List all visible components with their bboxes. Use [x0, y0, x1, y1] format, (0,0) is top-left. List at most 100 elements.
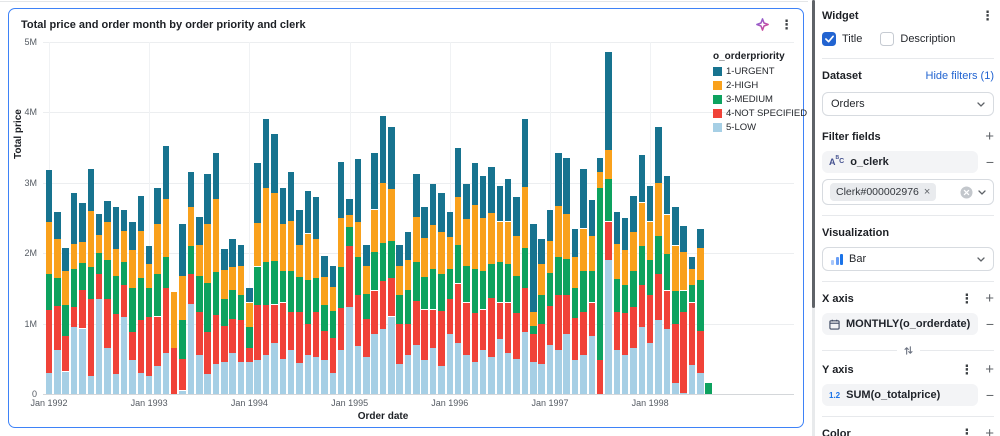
bar-segment[interactable] [154, 316, 161, 366]
bar-segment[interactable] [379, 115, 387, 183]
bar-segment[interactable] [304, 355, 312, 394]
bar-segment[interactable] [454, 196, 462, 245]
bar-segment[interactable] [688, 364, 696, 394]
bar-segment[interactable] [630, 232, 637, 271]
bar-segment[interactable] [396, 364, 403, 394]
bar-segment[interactable] [196, 216, 203, 245]
bar-segment[interactable] [112, 206, 120, 249]
bar-segment[interactable] [404, 323, 412, 356]
bar-segment[interactable] [388, 277, 395, 317]
bar-segment[interactable] [129, 221, 136, 250]
bar-segment[interactable] [104, 260, 111, 299]
bar-segment[interactable] [204, 282, 211, 333]
bar-segment[interactable] [221, 270, 228, 299]
bar-segment[interactable] [154, 274, 161, 317]
bar-segment[interactable] [287, 350, 295, 394]
bar-segment[interactable] [421, 360, 428, 394]
widget-section-menu-icon[interactable]: ⋮ [981, 8, 994, 23]
bar-segment[interactable] [145, 263, 153, 289]
bar-segment[interactable] [488, 357, 495, 394]
bar-segment[interactable] [271, 193, 278, 261]
bar-segment[interactable] [104, 348, 111, 394]
bar-segment[interactable] [204, 332, 211, 375]
bar-segment[interactable] [646, 221, 654, 261]
bar-segment[interactable] [621, 284, 629, 314]
bar-segment[interactable] [663, 253, 671, 291]
bar-segment[interactable] [254, 163, 261, 223]
visualization-select[interactable]: Bar [822, 247, 994, 271]
bar-segment[interactable] [196, 244, 203, 277]
bar-segment[interactable] [697, 280, 704, 331]
bar-segment[interactable] [438, 365, 445, 394]
bar-segment[interactable] [555, 256, 562, 296]
legend-item[interactable]: 4-NOT SPECIFIED [713, 108, 807, 119]
bar-segment[interactable] [296, 277, 303, 313]
bar-segment[interactable] [279, 188, 287, 224]
bar-segment[interactable] [371, 290, 378, 335]
remove-x-axis-field-icon[interactable]: − [985, 316, 994, 332]
bar-segment[interactable] [62, 248, 69, 271]
bar-segment[interactable] [354, 256, 362, 296]
bar-segment[interactable] [513, 196, 520, 236]
bar-segment[interactable] [513, 235, 520, 277]
bar-segment[interactable] [337, 308, 345, 351]
bar-segment[interactable] [388, 126, 395, 189]
bar-segment[interactable] [613, 212, 621, 245]
bar-segment[interactable] [129, 332, 136, 361]
bar-segment[interactable] [120, 230, 128, 263]
bar-segment[interactable] [54, 277, 61, 306]
bar-segment[interactable] [279, 358, 287, 394]
bar-segment[interactable] [646, 343, 654, 394]
bar-segment[interactable] [45, 222, 53, 275]
bar-segment[interactable] [196, 311, 203, 356]
bar-segment[interactable] [530, 223, 537, 312]
bar-segment[interactable] [438, 193, 445, 233]
bar-segment[interactable] [337, 267, 345, 309]
bar-segment[interactable] [187, 274, 195, 304]
bar-segment[interactable] [70, 244, 78, 269]
bar-segment[interactable] [605, 260, 612, 394]
bar-segment[interactable] [54, 350, 61, 394]
bar-segment[interactable] [697, 228, 704, 249]
bar-segment[interactable] [613, 311, 621, 351]
bar-segment[interactable] [571, 288, 579, 318]
bar-segment[interactable] [555, 295, 562, 351]
bar-segment[interactable] [262, 304, 270, 356]
bar-segment[interactable] [672, 323, 679, 384]
bar-segment[interactable] [79, 203, 86, 242]
bar-segment[interactable] [463, 219, 470, 266]
x-axis-menu-icon[interactable]: ⋮ [960, 291, 974, 306]
bar-segment[interactable] [221, 299, 228, 326]
bar-segment[interactable] [170, 348, 178, 394]
bar-segment[interactable] [346, 307, 353, 394]
bar-segment[interactable] [605, 179, 612, 222]
widget-menu-icon[interactable]: ⋮ [780, 16, 793, 32]
bar-segment[interactable] [429, 184, 437, 225]
bar-segment[interactable] [287, 171, 295, 221]
bar-segment[interactable] [221, 325, 228, 363]
bar-segment[interactable] [429, 348, 437, 394]
bar-segment[interactable] [413, 262, 420, 302]
bar-segment[interactable] [104, 222, 111, 261]
bar-segment[interactable] [137, 277, 145, 320]
bar-segment[interactable] [87, 376, 95, 394]
bar-segment[interactable] [354, 158, 362, 223]
bar-segment[interactable] [137, 196, 145, 232]
bar-segment[interactable] [396, 323, 403, 365]
legend-item[interactable]: 1-URGENT [713, 66, 801, 77]
bar-segment[interactable] [463, 265, 470, 303]
bar-segment[interactable] [54, 306, 61, 351]
description-checkbox[interactable] [880, 32, 895, 46]
bar-segment[interactable] [129, 249, 136, 289]
bar-segment[interactable] [212, 153, 220, 199]
bar-segment[interactable] [296, 209, 303, 245]
bar-segment[interactable] [688, 302, 696, 365]
bar-segment[interactable] [471, 205, 479, 270]
bar-segment[interactable] [62, 304, 69, 337]
bar-segment[interactable] [187, 246, 195, 275]
bar-segment[interactable] [688, 284, 696, 303]
bar-segment[interactable] [646, 186, 654, 222]
bar-segment[interactable] [237, 265, 245, 296]
bar-segment[interactable] [396, 244, 403, 266]
bar-segment[interactable] [454, 147, 462, 197]
